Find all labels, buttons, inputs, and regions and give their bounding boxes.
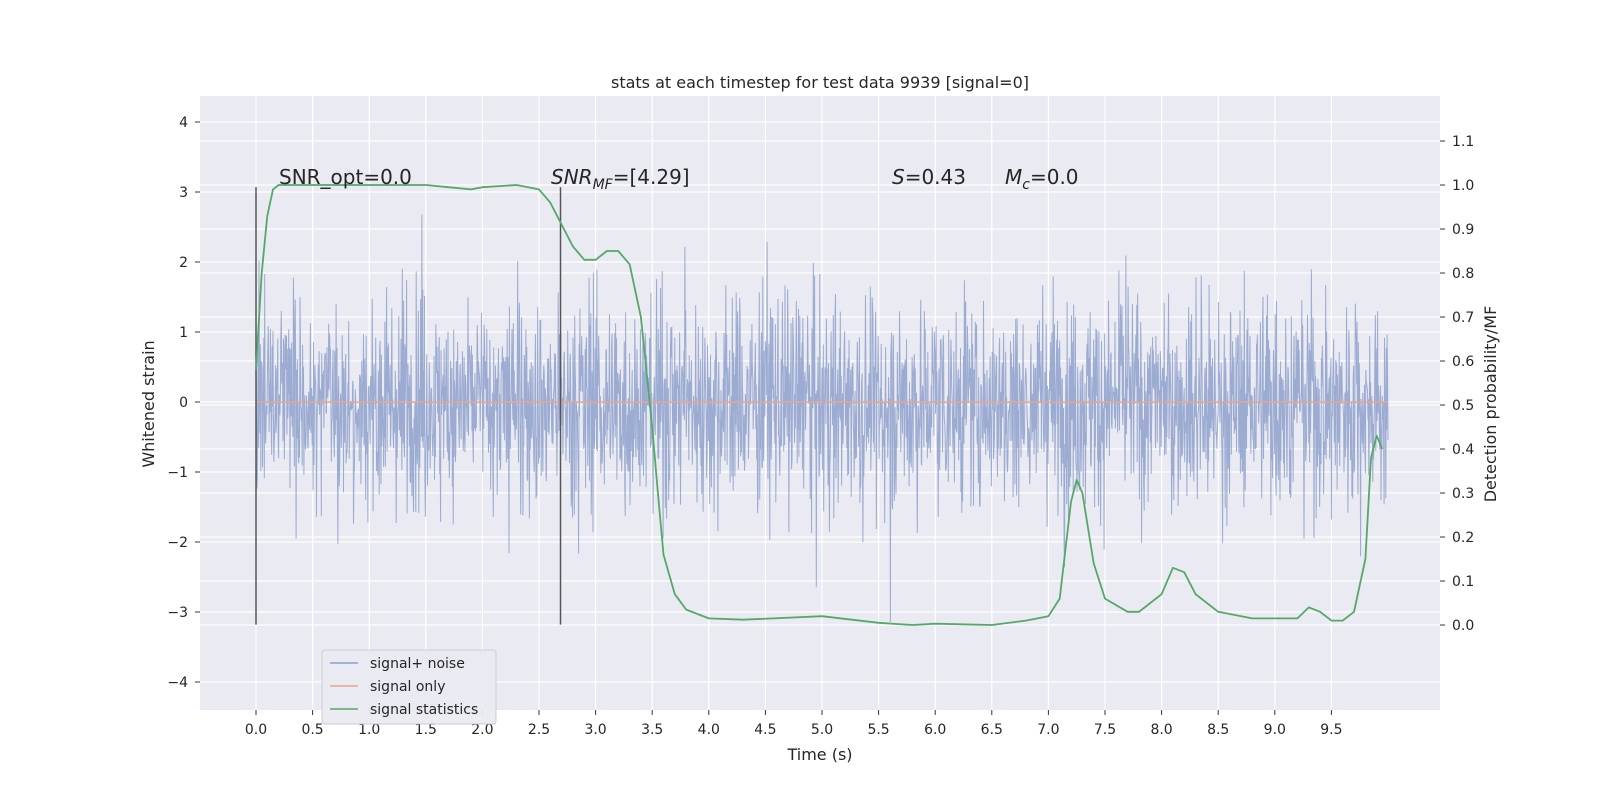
legend: signal+ noise signal only signal statist… [321,649,497,725]
y2-tick-label: 0.3 [1452,486,1474,502]
x-tick-label: 7.0 [1037,722,1059,738]
x-tick-label: 3.5 [641,722,663,738]
x-axis-label: Time (s) [786,745,852,764]
x-tick-label: 5.0 [811,722,833,738]
y-tick-label: 4 [179,115,188,131]
annotation-s-value: =0.43 [905,165,966,189]
vertical-markers [255,187,562,625]
signal-statistics-series [255,184,1384,626]
legend-box [321,649,497,725]
y2-axis-label: Detection probability/MF [1481,306,1500,503]
legend-label-signal-noise: signal+ noise [370,656,465,672]
x-tick-label: 8.0 [1150,722,1172,738]
y-axis-label: Whitened strain [139,340,158,467]
y2-tick-label: 0.5 [1452,398,1474,414]
x-tick-label: 5.5 [867,722,889,738]
annotation-mc-sub: c [1022,177,1030,193]
y-tick-label: 1 [179,325,188,341]
y-tick-label: −4 [167,675,188,691]
annotation-snr-mf-main: SNR [551,165,593,189]
x-tick-label: 2.5 [528,722,550,738]
y-tick-label: 2 [179,255,188,271]
x-tick-label: 9.0 [1264,722,1286,738]
annotation-s: S=0.43 [892,165,966,189]
x-tick-label: 9.5 [1320,722,1342,738]
y2-tick-label: 0.6 [1452,354,1474,370]
annotation-mc-main: M [1005,165,1022,189]
x-tick-label: 6.5 [981,722,1003,738]
x-tick-label: 4.5 [754,722,776,738]
y-tick-label: 3 [179,185,188,201]
y2-tick-label: 0.8 [1452,266,1474,282]
y-tick-labels: −4 −3 −2 −1 0 1 2 3 4 [167,115,200,691]
y2-tick-label: 1.0 [1452,178,1474,194]
y-tick-label: −3 [167,605,188,621]
y2-tick-label: 0.7 [1452,310,1474,326]
x-tick-label: 1.0 [358,722,380,738]
annotation-snr-mf-value: =[4.29] [613,165,690,189]
y2-tick-label: 0.4 [1452,442,1474,458]
legend-label-signal-statistics: signal statistics [370,702,478,718]
signal-noise-line [255,214,1389,623]
x-tick-label: 2.0 [471,722,493,738]
x-tick-label: 0.5 [301,722,323,738]
signal-noise-series [255,214,1389,623]
x-tick-label: 3.0 [584,722,606,738]
annotation-s-main: S [892,165,905,189]
y2-tick-label: 0.0 [1452,618,1474,634]
y2-tick-labels: 0.0 0.1 0.2 0.3 0.4 0.5 0.6 0.7 0.8 0.9 1.0 1.1 [1440,134,1474,634]
annotation-mc-value: =0.0 [1030,165,1079,189]
y2-tick-label: 1.1 [1452,134,1474,150]
y2-tick-label: 0.1 [1452,574,1474,590]
x-tick-label: 7.5 [1094,722,1116,738]
x-tick-labels: 0.0 0.5 1.0 1.5 2.0 2.5 3.0 3.5 4.0 4.5 5.0 5.5 6.0 6… [245,710,1343,738]
chart-title: stats at each timestep for test data 993… [611,73,1029,92]
y2-tick-label: 0.9 [1452,222,1474,238]
y2-tick-label: 0.2 [1452,530,1474,546]
y-tick-label: −2 [167,535,188,551]
y-tick-label: 0 [179,395,188,411]
x-tick-label: 8.5 [1207,722,1229,738]
x-tick-label: 0.0 [245,722,267,738]
annotation-mc: Mc=0.0 [1005,165,1079,193]
annotation-snr-opt: SNR_opt=0.0 [279,165,412,189]
x-tick-label: 1.5 [415,722,437,738]
annotation-snr-mf-sub: MF [593,177,614,193]
x-tick-label: 6.0 [924,722,946,738]
x-tick-label: 4.0 [698,722,720,738]
y-tick-label: −1 [167,465,188,481]
signal-statistics-line [255,184,1384,626]
annotation-snr-mf: SNRMF=[4.29] [551,165,690,193]
legend-label-signal-only: signal only [370,679,445,695]
